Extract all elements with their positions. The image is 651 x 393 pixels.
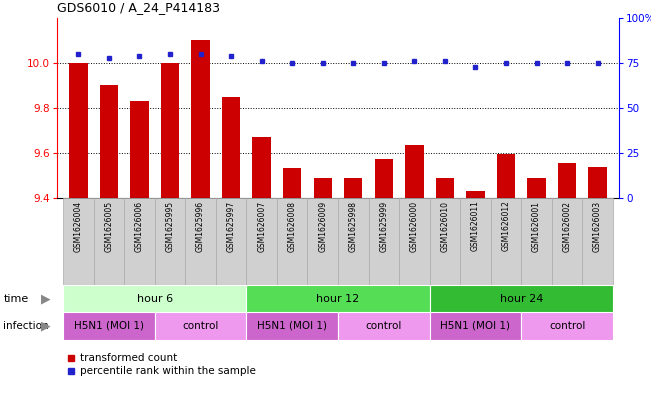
Text: H5N1 (MOI 1): H5N1 (MOI 1): [257, 321, 327, 331]
Bar: [497, 154, 515, 198]
Bar: [552, 198, 583, 285]
Text: ▶: ▶: [41, 292, 51, 305]
Legend: transformed count, percentile rank within the sample: transformed count, percentile rank withi…: [62, 349, 260, 380]
Text: control: control: [549, 321, 585, 331]
Bar: [344, 178, 363, 198]
Text: GSM1626005: GSM1626005: [104, 200, 113, 252]
Bar: [155, 198, 186, 285]
Bar: [283, 168, 301, 198]
Bar: [436, 178, 454, 198]
Text: GSM1626012: GSM1626012: [501, 200, 510, 252]
Text: infection: infection: [3, 321, 49, 331]
Bar: [521, 198, 552, 285]
Bar: [466, 191, 484, 198]
Text: GSM1626001: GSM1626001: [532, 200, 541, 252]
Bar: [222, 97, 240, 198]
Text: GSM1625998: GSM1625998: [349, 200, 358, 252]
Bar: [368, 198, 399, 285]
Text: GDS6010 / A_24_P414183: GDS6010 / A_24_P414183: [57, 1, 220, 14]
Bar: [399, 198, 430, 285]
Bar: [246, 312, 338, 340]
Text: GSM1626000: GSM1626000: [410, 200, 419, 252]
Text: hour 12: hour 12: [316, 294, 359, 303]
Bar: [161, 63, 179, 198]
Text: hour 6: hour 6: [137, 294, 173, 303]
Bar: [558, 163, 576, 198]
Text: control: control: [182, 321, 219, 331]
Bar: [191, 40, 210, 198]
Bar: [527, 178, 546, 198]
Bar: [338, 312, 430, 340]
Text: ▶: ▶: [41, 320, 51, 332]
Bar: [405, 145, 424, 198]
Bar: [338, 198, 368, 285]
Bar: [491, 198, 521, 285]
Bar: [521, 312, 613, 340]
Text: GSM1625995: GSM1625995: [165, 200, 174, 252]
Bar: [430, 312, 521, 340]
Bar: [307, 198, 338, 285]
Bar: [375, 159, 393, 198]
Bar: [100, 86, 118, 198]
Text: GSM1626006: GSM1626006: [135, 200, 144, 252]
Text: time: time: [3, 294, 29, 303]
Bar: [589, 167, 607, 198]
Bar: [314, 178, 332, 198]
Text: GSM1626008: GSM1626008: [288, 200, 297, 252]
Bar: [216, 198, 246, 285]
Text: GSM1625997: GSM1625997: [227, 200, 236, 252]
Text: hour 24: hour 24: [499, 294, 543, 303]
Text: H5N1 (MOI 1): H5N1 (MOI 1): [441, 321, 510, 331]
Bar: [130, 101, 148, 198]
Bar: [155, 312, 246, 340]
Bar: [430, 285, 613, 312]
Text: GSM1625996: GSM1625996: [196, 200, 205, 252]
Bar: [63, 285, 246, 312]
Bar: [63, 198, 94, 285]
Text: GSM1626003: GSM1626003: [593, 200, 602, 252]
Bar: [246, 285, 430, 312]
Text: GSM1625999: GSM1625999: [380, 200, 388, 252]
Bar: [277, 198, 307, 285]
Bar: [460, 198, 491, 285]
Bar: [94, 198, 124, 285]
Text: GSM1626011: GSM1626011: [471, 200, 480, 252]
Bar: [246, 198, 277, 285]
Bar: [69, 63, 87, 198]
Text: GSM1626007: GSM1626007: [257, 200, 266, 252]
Text: H5N1 (MOI 1): H5N1 (MOI 1): [74, 321, 144, 331]
Bar: [186, 198, 216, 285]
Bar: [583, 198, 613, 285]
Text: GSM1626004: GSM1626004: [74, 200, 83, 252]
Text: control: control: [366, 321, 402, 331]
Text: GSM1626009: GSM1626009: [318, 200, 327, 252]
Bar: [430, 198, 460, 285]
Text: GSM1626010: GSM1626010: [441, 200, 449, 252]
Bar: [124, 198, 155, 285]
Text: GSM1626002: GSM1626002: [562, 200, 572, 252]
Bar: [63, 312, 155, 340]
Bar: [253, 137, 271, 198]
